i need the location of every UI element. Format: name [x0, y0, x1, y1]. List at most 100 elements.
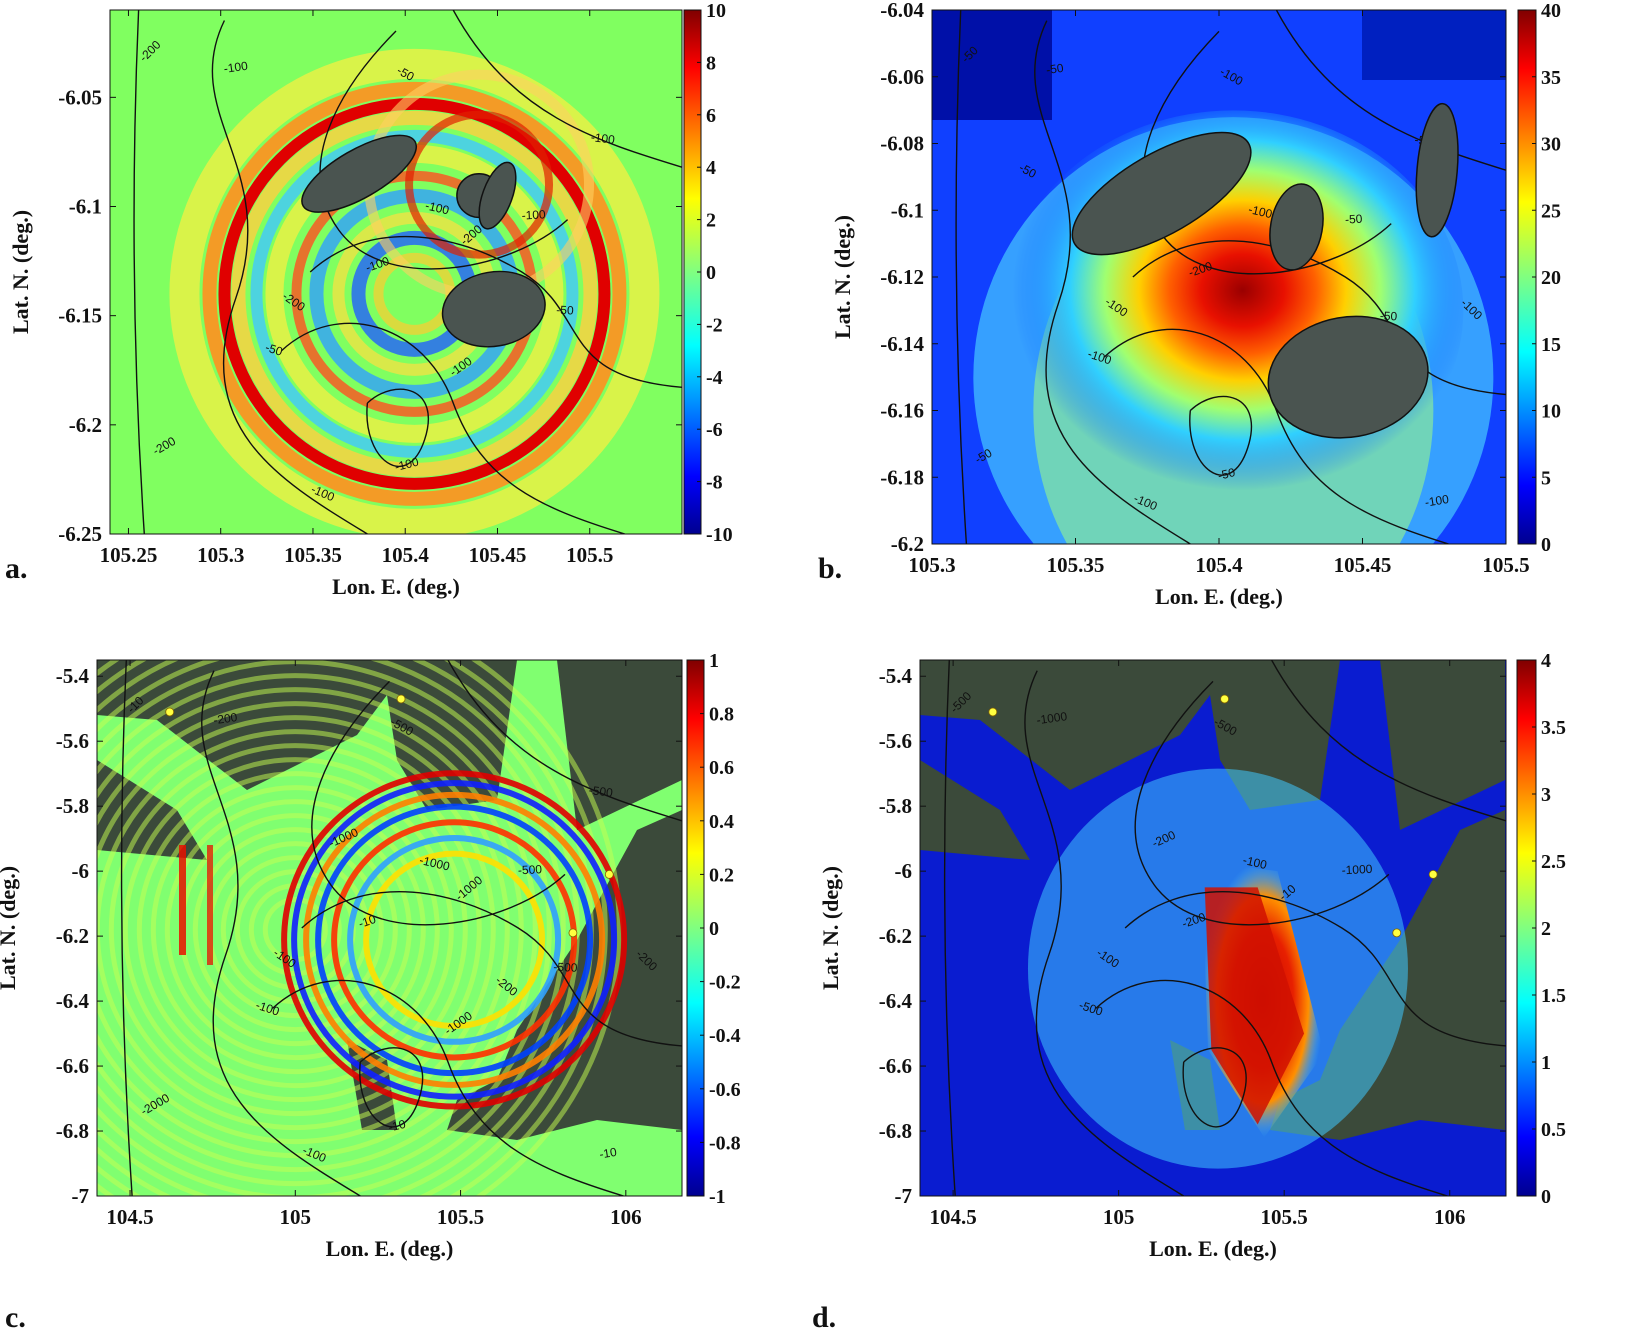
colorbar-tick-label: 3 — [1541, 784, 1551, 806]
panel-d: -500-1000 -500-200-100-10-1000-100-200-50… — [812, 650, 1566, 1334]
y-tick-label: -6.8 — [879, 1119, 912, 1143]
panel-label: d. — [812, 1301, 836, 1334]
wave-ring — [218, 97, 611, 490]
colorbar-tick-label: -0.6 — [709, 1079, 741, 1101]
colorbar-tick-label: -1 — [709, 1186, 726, 1208]
colorbar-tick-label: -0.2 — [709, 972, 741, 994]
colorbar-tick-label: 25 — [1541, 200, 1561, 222]
colorbar-tick-label: 3.5 — [1541, 717, 1566, 739]
station-marker — [1392, 928, 1402, 938]
colorbar-tick-label: 0 — [1541, 534, 1551, 556]
y-tick-label: -5.8 — [56, 794, 89, 818]
contour-line — [311, 680, 566, 926]
colorbar-tick-label: 0.5 — [1541, 1119, 1566, 1141]
plot-area: -500-1000 -500-200-100-10-1000-100-200-50… — [920, 660, 1506, 1196]
contour-label: -50 — [1345, 212, 1363, 227]
contour-line — [1270, 660, 1506, 822]
contour-label: -50 — [264, 340, 285, 359]
panel-label: b. — [818, 552, 842, 585]
x-tick-label: 105.3 — [197, 543, 244, 567]
wave-ring — [97, 715, 510, 1145]
contour-line — [1034, 20, 1191, 544]
colorbar-tick-label: 40 — [1541, 0, 1561, 22]
colorbar-tick-label: 0 — [706, 262, 716, 284]
x-tick-label: 105 — [280, 1205, 312, 1229]
colorbar-tick-label: 2 — [706, 210, 716, 232]
x-tick-label: 105.45 — [1334, 553, 1392, 577]
x-tick-label: 105.5 — [566, 543, 613, 567]
colorbar-tick-label: -8 — [706, 472, 723, 494]
contour-label: -500 — [588, 783, 614, 800]
contour-label: -10 — [357, 912, 378, 931]
y-tick-label: -5.8 — [879, 794, 912, 818]
y-tick-label: -6.14 — [880, 332, 924, 356]
wave-ring — [97, 660, 608, 1196]
x-axis-label: Lon. E. (deg.) — [1149, 1236, 1277, 1261]
x-tick-label: 105 — [1103, 1205, 1135, 1229]
colorbar-tick-label: 35 — [1541, 67, 1561, 89]
island — [1071, 131, 1252, 256]
colorbar-tick-label: 4 — [1541, 650, 1551, 672]
axes-frame — [96, 659, 683, 1197]
island — [441, 270, 546, 348]
y-tick-label: -6.6 — [879, 1054, 912, 1078]
contour-line — [943, 660, 956, 1196]
y-tick-label: -7 — [895, 1184, 913, 1208]
contour-line — [447, 660, 682, 822]
wave-ring — [97, 660, 580, 1196]
contour-line — [1103, 328, 1449, 544]
contour-line — [211, 20, 368, 534]
colorbar-tick-label: 0.4 — [709, 811, 734, 833]
contour-line — [301, 891, 682, 1047]
contour-label: -100 — [424, 198, 451, 217]
colorbar-tick-label: -6 — [706, 419, 723, 441]
wave-front — [179, 845, 186, 955]
y-tick-label: -5.4 — [879, 664, 913, 688]
x-tick-label: 105.25 — [100, 543, 158, 567]
contour-line — [1275, 10, 1506, 171]
colorbar-tick-label: 4 — [706, 157, 716, 179]
y-tick-label: -6.16 — [880, 399, 924, 423]
panel-c: -10-200 -500-1000-1000-1000-500-100-10-10… — [0, 650, 741, 1334]
x-tick-label: 104.5 — [106, 1205, 153, 1229]
contour-label: -50 — [1216, 465, 1237, 483]
field-hotspot — [1204, 887, 1305, 1125]
colorbar: 1 0.8 0.6 0.4 0.2 0 -0.2 -0.4 -0.6 -0.8 -1 — [686, 650, 741, 1208]
x-axis-label: Lon. E. (deg.) — [326, 1236, 454, 1261]
field-background — [932, 10, 1052, 120]
contour-label: -200 — [212, 710, 238, 727]
panel-b: -50-50-100-50-100-50-50-100-200-100-200-… — [818, 0, 1561, 609]
wave-ring — [231, 110, 598, 477]
colorbar: 40 35 30 25 20 15 10 5 0 — [1517, 0, 1561, 556]
contour-line — [319, 30, 569, 270]
colorbar-tick-label: 10 — [1541, 401, 1561, 423]
y-tick-label: -6.2 — [69, 413, 102, 437]
y-tick-label: -6.1 — [891, 198, 924, 222]
x-tick-label: 106 — [1434, 1205, 1466, 1229]
station-marker — [988, 707, 998, 717]
wave-ring — [136, 771, 454, 1089]
colorbar-tick-label: 30 — [1541, 134, 1561, 156]
contour-line — [955, 10, 968, 544]
x-tick-label: 106 — [610, 1205, 642, 1229]
station-marker — [604, 870, 614, 879]
wave-ring — [122, 757, 468, 1103]
contour-line — [120, 660, 133, 1196]
colorbar: 4 3.5 3 2.5 2 1.5 1 0.5 0 — [1516, 650, 1566, 1208]
island — [1415, 102, 1459, 238]
wave-ring — [303, 791, 606, 1088]
plot-area: -10-200 -500-1000-1000-1000-500-100-10-10… — [97, 660, 682, 1196]
wave-ring — [331, 819, 578, 1061]
contour-line — [309, 235, 682, 388]
y-tick-label: -5.4 — [56, 664, 90, 688]
field-background — [1362, 10, 1506, 80]
colorbar-tick-label: -2 — [706, 314, 723, 336]
station-marker — [1428, 870, 1438, 879]
y-tick-label: -6 — [895, 859, 913, 883]
y-tick-label: -6.25 — [58, 522, 102, 546]
contour-lines: -200-100-50-100-100-200-100-200-100-50-1… — [133, 10, 682, 534]
colorbar-tick-label: -0.4 — [709, 1025, 741, 1047]
y-tick-label: -6 — [72, 859, 90, 883]
wave-ring — [202, 81, 627, 506]
